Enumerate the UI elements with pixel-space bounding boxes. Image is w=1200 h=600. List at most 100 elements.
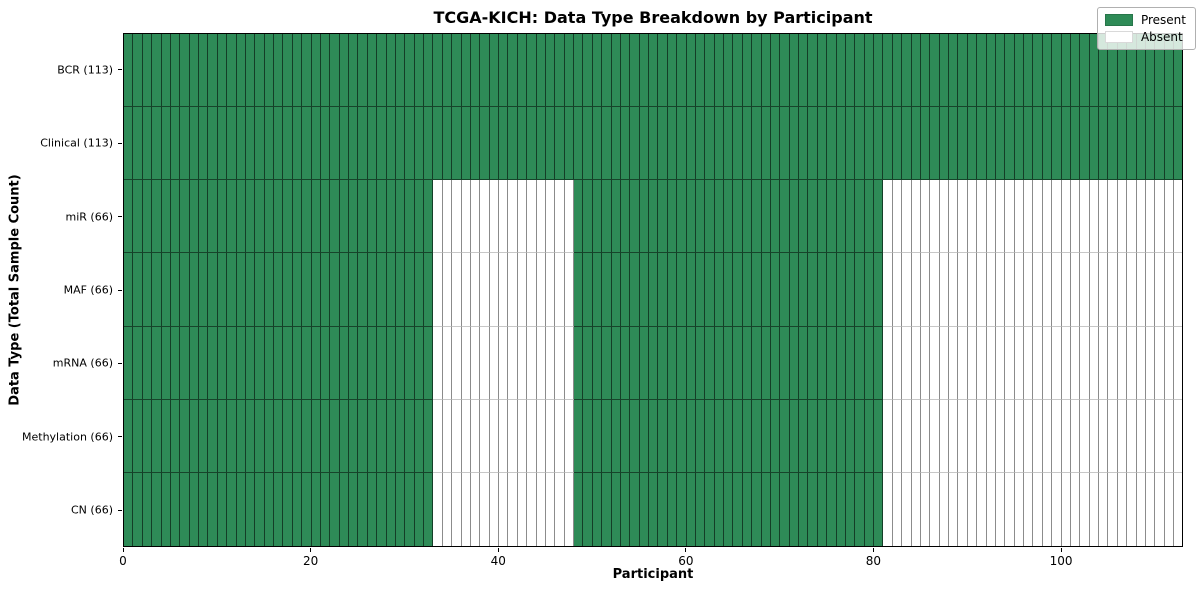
heatmap-cell-present bbox=[592, 472, 603, 546]
heatmap-cell-present bbox=[424, 253, 434, 327]
heatmap-cell-absent bbox=[1070, 253, 1081, 327]
heatmap-cell-present bbox=[799, 107, 809, 181]
heatmap-cell-present bbox=[752, 180, 762, 254]
heatmap-cell-present bbox=[1070, 34, 1081, 108]
heatmap-cell-present bbox=[845, 34, 856, 108]
heatmap-cell-present bbox=[358, 180, 368, 254]
heatmap-cell-present bbox=[508, 34, 518, 108]
heatmap-cell-present bbox=[817, 399, 828, 473]
heatmap-cell-absent bbox=[480, 253, 490, 327]
heatmap-cell-absent bbox=[452, 399, 462, 473]
heatmap-cell-present bbox=[817, 180, 828, 254]
heatmap-cell-present bbox=[386, 34, 396, 108]
heatmap-cell-present bbox=[124, 472, 134, 546]
heatmap-cell-absent bbox=[920, 472, 931, 546]
heatmap-cell-present bbox=[714, 253, 724, 327]
heatmap-cell-present bbox=[320, 107, 331, 181]
heatmap-cell-present bbox=[339, 399, 349, 473]
heatmap-cell-present bbox=[414, 253, 424, 327]
legend-swatch bbox=[1104, 31, 1133, 43]
heatmap-cell-present bbox=[180, 107, 190, 181]
heatmap-cell-present bbox=[611, 399, 621, 473]
heatmap-cell-present bbox=[836, 253, 846, 327]
heatmap-cell-absent bbox=[527, 326, 537, 400]
x-axis-tick bbox=[310, 548, 312, 552]
heatmap-cell-present bbox=[958, 107, 968, 181]
heatmap-cell-present bbox=[724, 34, 734, 108]
heatmap-cell-present bbox=[208, 472, 218, 546]
heatmap-cell-absent bbox=[1164, 399, 1174, 473]
heatmap-cell-present bbox=[161, 399, 171, 473]
heatmap-cell-present bbox=[142, 107, 153, 181]
heatmap-cell-present bbox=[292, 472, 303, 546]
heatmap-cell-present bbox=[330, 326, 340, 400]
heatmap-cell-present bbox=[320, 34, 331, 108]
heatmap-cell-absent bbox=[442, 180, 453, 254]
heatmap-cell-present bbox=[349, 399, 359, 473]
heatmap-cell-present bbox=[827, 180, 837, 254]
heatmap-cell-absent bbox=[452, 472, 462, 546]
heatmap-cell-present bbox=[349, 107, 359, 181]
heatmap-cell-present bbox=[799, 34, 809, 108]
heatmap-cell-present bbox=[658, 326, 668, 400]
heatmap-cell-absent bbox=[1127, 399, 1137, 473]
heatmap-cell-absent bbox=[536, 399, 546, 473]
heatmap-cell-present bbox=[574, 180, 584, 254]
heatmap-cell-present bbox=[414, 472, 424, 546]
heatmap-cell-absent bbox=[1042, 253, 1053, 327]
heatmap-cell-present bbox=[742, 107, 753, 181]
heatmap-cell-present bbox=[236, 472, 246, 546]
heatmap-cell-present bbox=[1117, 107, 1128, 181]
heatmap-cell-present bbox=[1155, 34, 1165, 108]
heatmap-cell-present bbox=[1174, 107, 1183, 181]
heatmap-cell-absent bbox=[433, 180, 443, 254]
heatmap-cell-present bbox=[1155, 107, 1165, 181]
heatmap-cell-present bbox=[1061, 107, 1071, 181]
heatmap-cell-present bbox=[545, 34, 556, 108]
heatmap-cell-present bbox=[405, 326, 415, 400]
heatmap-cell-absent bbox=[433, 253, 443, 327]
heatmap-cell-absent bbox=[930, 253, 940, 327]
heatmap-cell-absent bbox=[555, 472, 565, 546]
heatmap-cell-present bbox=[808, 326, 818, 400]
heatmap-cell-present bbox=[1042, 34, 1053, 108]
heatmap-cell-present bbox=[677, 107, 687, 181]
heatmap-cell-present bbox=[170, 34, 181, 108]
heatmap-cell-present bbox=[574, 107, 584, 181]
heatmap-cell-present bbox=[639, 399, 649, 473]
heatmap-cell-absent bbox=[1174, 180, 1183, 254]
legend-entry: Absent bbox=[1104, 30, 1186, 44]
heatmap-cell-present bbox=[817, 253, 828, 327]
heatmap-cell-present bbox=[649, 180, 659, 254]
heatmap-cell-present bbox=[1080, 34, 1090, 108]
heatmap-cell-present bbox=[367, 180, 378, 254]
heatmap-cell-present bbox=[133, 34, 143, 108]
heatmap-cell-present bbox=[245, 253, 256, 327]
legend-entry-label: Absent bbox=[1140, 30, 1183, 44]
heatmap-cell-present bbox=[1136, 107, 1146, 181]
heatmap-cell-absent bbox=[536, 180, 546, 254]
heatmap-cell-present bbox=[770, 107, 781, 181]
heatmap-cell-present bbox=[752, 34, 762, 108]
heatmap-cell-absent bbox=[977, 253, 987, 327]
y-axis: BCR (113) Clinical (113) miR (66) MAF (66) m… bbox=[0, 33, 123, 547]
heatmap-cell-present bbox=[855, 253, 865, 327]
heatmap-cell-absent bbox=[986, 253, 996, 327]
heatmap-cell-absent bbox=[452, 326, 462, 400]
heatmap-cell-absent bbox=[536, 326, 546, 400]
heatmap-cell-absent bbox=[461, 253, 471, 327]
heatmap-cell-present bbox=[864, 34, 874, 108]
heatmap-cell-present bbox=[217, 253, 228, 327]
heatmap-cell-absent bbox=[949, 180, 959, 254]
heatmap-cell-present bbox=[817, 34, 828, 108]
heatmap-cell-present bbox=[377, 34, 387, 108]
heatmap-cell-present bbox=[977, 34, 987, 108]
heatmap-cell-present bbox=[639, 180, 649, 254]
heatmap-cell-absent bbox=[949, 399, 959, 473]
heatmap-cell-absent bbox=[911, 326, 921, 400]
heatmap-cell-absent bbox=[461, 399, 471, 473]
heatmap-cell-present bbox=[958, 34, 968, 108]
heatmap-cell-present bbox=[611, 34, 621, 108]
heatmap-cell-present bbox=[189, 253, 199, 327]
